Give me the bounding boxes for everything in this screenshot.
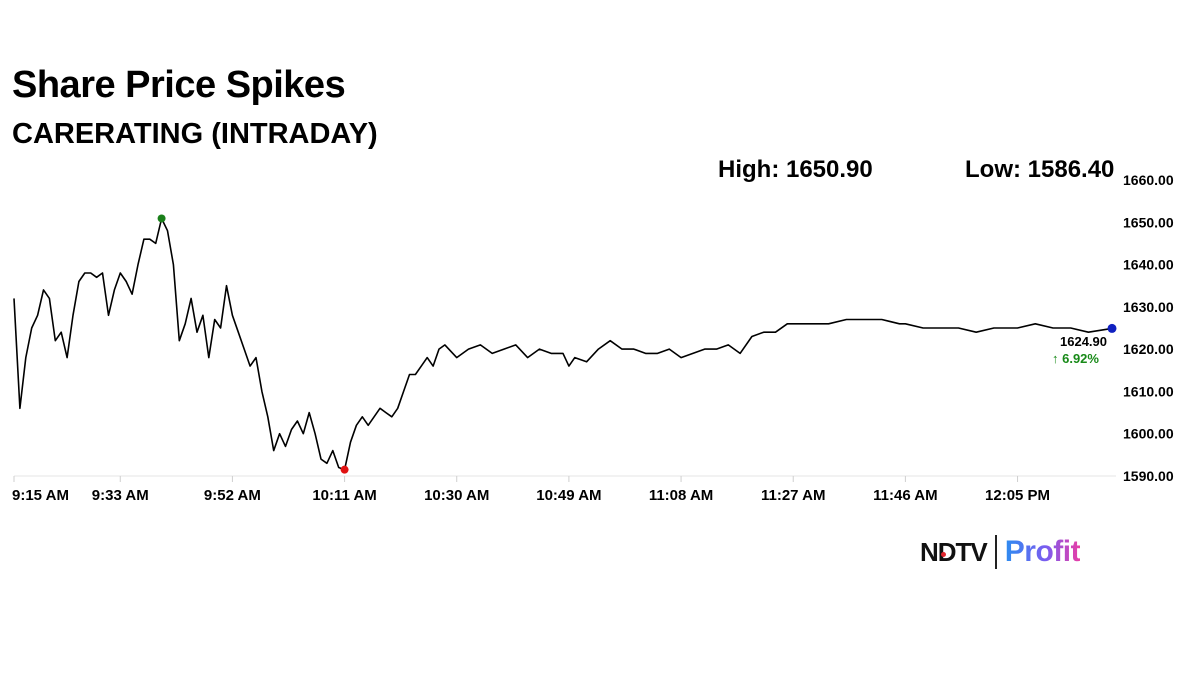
x-tick-label: 10:11 AM bbox=[312, 487, 376, 504]
x-tick-label: 11:27 AM bbox=[761, 487, 825, 504]
y-tick-label: 1650.00 bbox=[1123, 214, 1174, 230]
x-axis: 9:15 AM 9:33 AM 9:52 AM 10:11 AM 10:30 AM 10:… bbox=[12, 476, 1050, 504]
ndtv-profit-logo: NDTV Profit bbox=[920, 532, 1081, 572]
last-price-label: 1624.90 bbox=[1060, 334, 1107, 349]
x-tick-label: 10:49 AM bbox=[536, 487, 601, 504]
logo-separator bbox=[994, 535, 997, 569]
x-tick-label: 9:15 AM bbox=[12, 487, 69, 504]
x-tick-label: 11:46 AM bbox=[873, 487, 937, 504]
x-tick-label: 11:08 AM bbox=[649, 487, 713, 504]
last-point-marker bbox=[1107, 323, 1117, 333]
y-tick-label: 1600.00 bbox=[1123, 426, 1174, 442]
chart-subtitle: CARERATING (INTRADAY) bbox=[12, 118, 378, 150]
logo-dot-icon bbox=[941, 551, 946, 557]
y-tick-label: 1590.00 bbox=[1123, 468, 1174, 484]
logo-profit: Profit bbox=[1004, 535, 1081, 568]
price-change-label: ↑ 6.92% bbox=[1052, 351, 1099, 366]
x-tick-label: 9:33 AM bbox=[92, 487, 149, 504]
price-series-line bbox=[13, 217, 1113, 471]
x-tick-label: 10:30 AM bbox=[424, 487, 489, 504]
y-tick-label: 1620.00 bbox=[1123, 341, 1174, 357]
chart-title: Share Price Spikes bbox=[12, 64, 346, 106]
high-point-marker bbox=[157, 214, 166, 223]
y-tick-label: 1660.00 bbox=[1123, 172, 1174, 188]
x-tick-label: 12:05 PM bbox=[985, 487, 1050, 504]
y-axis: 1590.00 1600.00 1610.00 1620.00 1630.00 1640.… bbox=[1123, 172, 1174, 484]
low-point-marker bbox=[340, 465, 349, 474]
x-tick-label: 9:52 AM bbox=[204, 487, 261, 504]
y-tick-label: 1610.00 bbox=[1123, 383, 1174, 399]
y-tick-label: 1630.00 bbox=[1123, 299, 1174, 315]
high-price-label: High: 1650.90 bbox=[718, 156, 873, 183]
logo-ndtv: NDTV bbox=[920, 536, 988, 567]
y-tick-label: 1640.00 bbox=[1123, 257, 1174, 273]
low-price-label: Low: 1586.40 bbox=[965, 156, 1115, 183]
